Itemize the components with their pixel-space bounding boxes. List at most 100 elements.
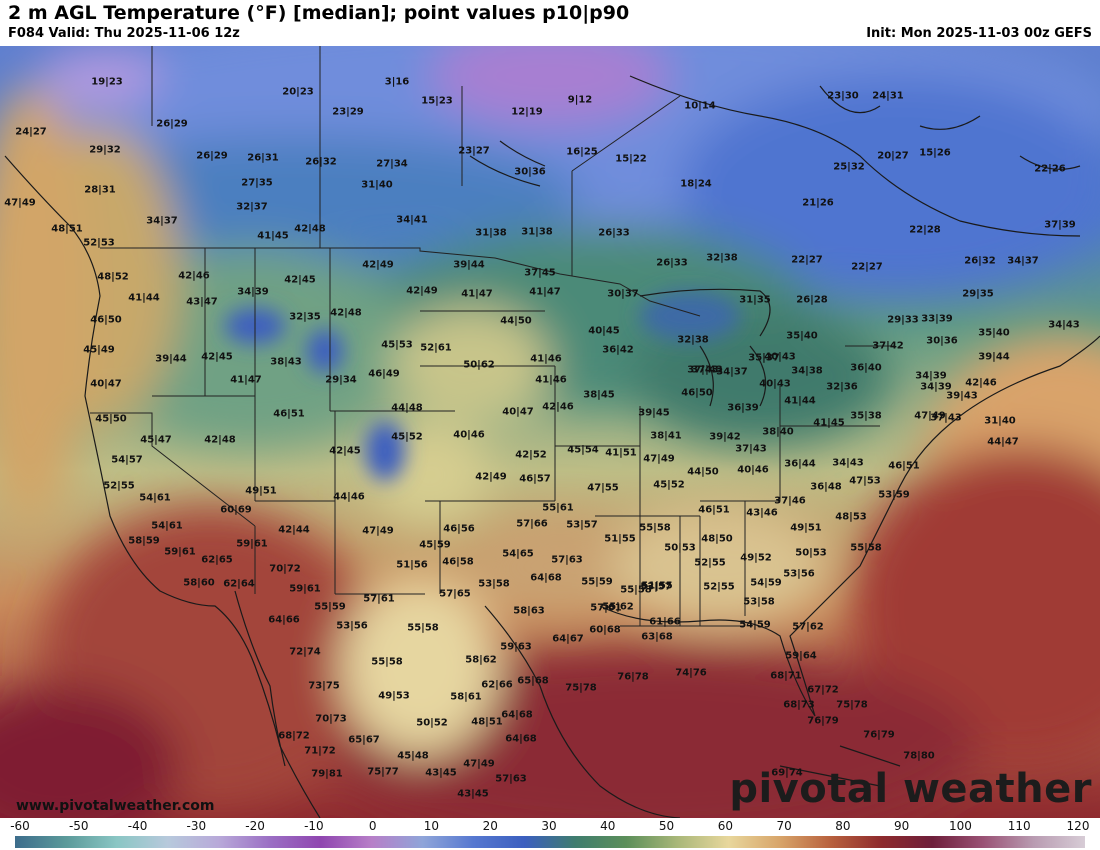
point-value-label: 45|52 (391, 431, 423, 443)
point-value-label: 45|47 (140, 434, 172, 446)
point-value-label: 47|49 (4, 197, 36, 209)
point-value-label: 42|49 (475, 471, 507, 483)
point-value-label: 23|30 (827, 90, 859, 102)
point-value-label: 44|50 (500, 315, 532, 327)
point-value-label: 33|39 (921, 313, 953, 325)
colorbar-legend: -60 -50 -40 -30 -20 -10 0 10 20 30 40 50 60 70 80 90 100… (0, 818, 1100, 850)
point-value-label: 46|50 (681, 387, 713, 399)
point-value-label: 42|49 (362, 259, 394, 271)
point-value-label: 58|60 (183, 577, 215, 589)
point-value-label: 42|44 (278, 524, 310, 536)
point-value-label: 27|34 (376, 158, 408, 170)
point-value-label: 15|26 (919, 147, 951, 159)
point-value-label: 54|59 (750, 577, 782, 589)
point-value-label: 26|32 (305, 156, 337, 168)
point-value-label: 58|61 (450, 691, 482, 703)
map-title: 2 m AGL Temperature (°F) [median]; point… (8, 2, 630, 24)
point-value-label: 53|56 (336, 620, 368, 632)
point-value-label: 20|27 (877, 150, 909, 162)
point-value-label: 76|78 (617, 671, 649, 683)
point-value-label: 64|68 (530, 572, 562, 584)
point-value-label: 21|26 (802, 197, 834, 209)
point-value-label: 65|67 (348, 734, 380, 746)
point-value-label: 53|58 (743, 596, 775, 608)
point-value-label: 62|65 (201, 554, 233, 566)
point-value-label: 68|73 (783, 699, 815, 711)
point-value-label: 55|61 (542, 502, 574, 514)
point-value-label: 34|37 (716, 366, 748, 378)
point-value-label: 41|46 (530, 353, 562, 365)
point-value-label: 74|76 (675, 667, 707, 679)
point-value-label: 58|59 (128, 535, 160, 547)
point-value-label: 25|32 (833, 161, 865, 173)
point-value-label: 34|39 (237, 286, 269, 298)
colorbar (15, 836, 1085, 848)
colorbar-tick-label: 10 (423, 819, 440, 833)
point-value-label: 39|42 (709, 431, 741, 443)
point-value-label: 54|61 (151, 520, 183, 532)
point-value-label: 71|72 (304, 745, 336, 757)
point-value-label: 46|56 (443, 523, 475, 535)
point-value-label: 34|37 (1007, 255, 1039, 267)
point-value-label: 64|66 (268, 614, 300, 626)
point-value-label: 36|39 (727, 402, 759, 414)
point-value-label: 75|78 (836, 699, 868, 711)
point-value-label: 34|39 (915, 370, 947, 382)
colorbar-tick-label: 100 (948, 819, 972, 833)
point-value-label: 59|61 (289, 583, 321, 595)
point-value-label: 24|27 (15, 126, 47, 138)
point-value-label: 53|56 (783, 568, 815, 580)
point-value-label: 46|51 (273, 408, 305, 420)
point-value-label: 45|49 (83, 344, 115, 356)
point-value-label: 12|19 (511, 106, 543, 118)
point-value-label: 37|43 (691, 364, 723, 376)
point-value-label: 39|44 (155, 353, 187, 365)
colorbar-tick-label: 70 (776, 819, 792, 833)
point-value-label: 31|40 (361, 179, 393, 191)
point-value-label: 73|75 (308, 680, 340, 692)
point-value-label: 42|48 (294, 223, 326, 235)
point-value-label: 30|36 (926, 335, 958, 347)
point-value-label: 36|48 (810, 481, 842, 493)
point-value-label: 10|14 (684, 100, 716, 112)
point-value-label: 31|38 (475, 227, 507, 239)
point-value-label: 43|47 (186, 296, 218, 308)
point-value-label: 18|24 (680, 178, 712, 190)
point-value-label: 43|45 (425, 767, 457, 779)
point-value-label: 69|74 (771, 767, 803, 779)
point-value-label: 38|40 (762, 426, 794, 438)
point-value-label: 55|58 (639, 522, 671, 534)
point-value-label: 59|61 (236, 538, 268, 550)
point-value-label: 34|43 (1048, 319, 1080, 331)
point-value-label: 35|37 (748, 352, 780, 364)
point-value-label: 57|61 (363, 593, 395, 605)
colorbar-tick-label: 30 (541, 819, 557, 833)
point-value-label: 49|53 (378, 690, 410, 702)
point-value-label: 44|50 (687, 466, 719, 478)
point-value-label: 43|45 (457, 788, 489, 800)
point-value-label: 53|58 (478, 578, 510, 590)
point-value-label: 54|57 (111, 454, 143, 466)
point-value-label: 43|46 (746, 507, 778, 519)
point-value-label: 36|44 (784, 458, 816, 470)
point-value-label: 39|45 (638, 407, 670, 419)
point-value-label: 57|65 (439, 588, 471, 600)
point-value-label: 42|45 (201, 351, 233, 363)
point-value-label: 39|44 (978, 351, 1010, 363)
point-value-label: 35|40 (786, 330, 818, 342)
point-value-label: 47|53 (849, 475, 881, 487)
colorbar-tick-label: -20 (245, 819, 265, 833)
point-value-label: 41|47 (529, 286, 561, 298)
point-value-label: 65|68 (517, 675, 549, 687)
point-value-label: 68|72 (278, 730, 310, 742)
point-value-label: 20|23 (282, 86, 314, 98)
point-value-label: 26|29 (156, 118, 188, 130)
point-value-label: 70|73 (315, 713, 347, 725)
point-value-label: 42|46 (965, 377, 997, 389)
point-value-label: 46|58 (442, 556, 474, 568)
point-value-label: 41|44 (128, 292, 160, 304)
point-value-label: 55|62 (602, 601, 634, 613)
point-value-label: 31|38 (521, 226, 553, 238)
colorbar-tick-label: -10 (304, 819, 324, 833)
temperature-map: 19|23 20|23 3|16 15|23 9|12 10|14 23|30 24|31 24… (0, 46, 1100, 818)
